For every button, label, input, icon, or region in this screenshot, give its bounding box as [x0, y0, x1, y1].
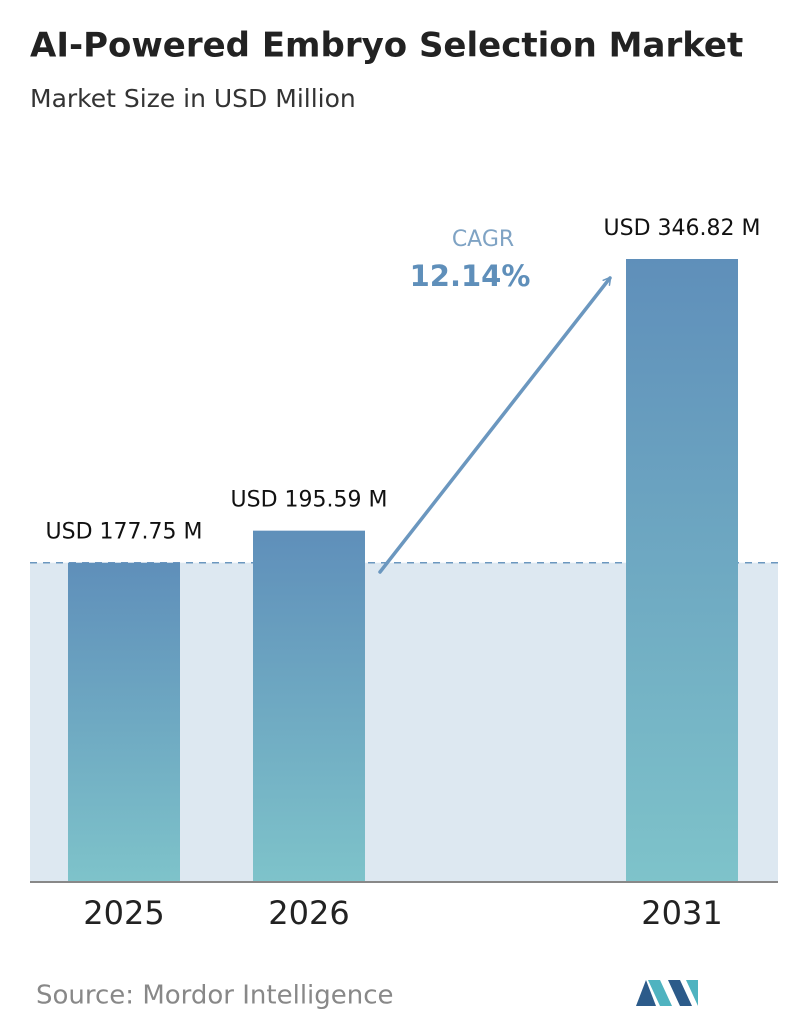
cagr-arrow [378, 276, 612, 574]
value-label: USD 346.82 M [604, 216, 761, 241]
bar [68, 562, 180, 882]
chart-subtitle: Market Size in USD Million [30, 84, 356, 113]
cagr-label: CAGR [452, 227, 514, 252]
x-tick-label: 2025 [83, 894, 164, 932]
chart-title: AI-Powered Embryo Selection Market [30, 26, 743, 66]
x-tick-label: 2031 [641, 894, 722, 932]
x-tick-label: 2026 [268, 894, 349, 932]
source: Source: Mordor Intelligence [36, 981, 394, 1011]
plot-area: USD 177.75 M 2025 USD 195.59 M 2026 USD 346.… [30, 216, 778, 932]
bar [253, 530, 365, 882]
cagr-value: 12.14% [410, 259, 531, 293]
value-label: USD 195.59 M [231, 488, 388, 513]
value-label: USD 177.75 M [46, 520, 203, 545]
bar [626, 259, 738, 882]
logo [636, 980, 698, 1006]
